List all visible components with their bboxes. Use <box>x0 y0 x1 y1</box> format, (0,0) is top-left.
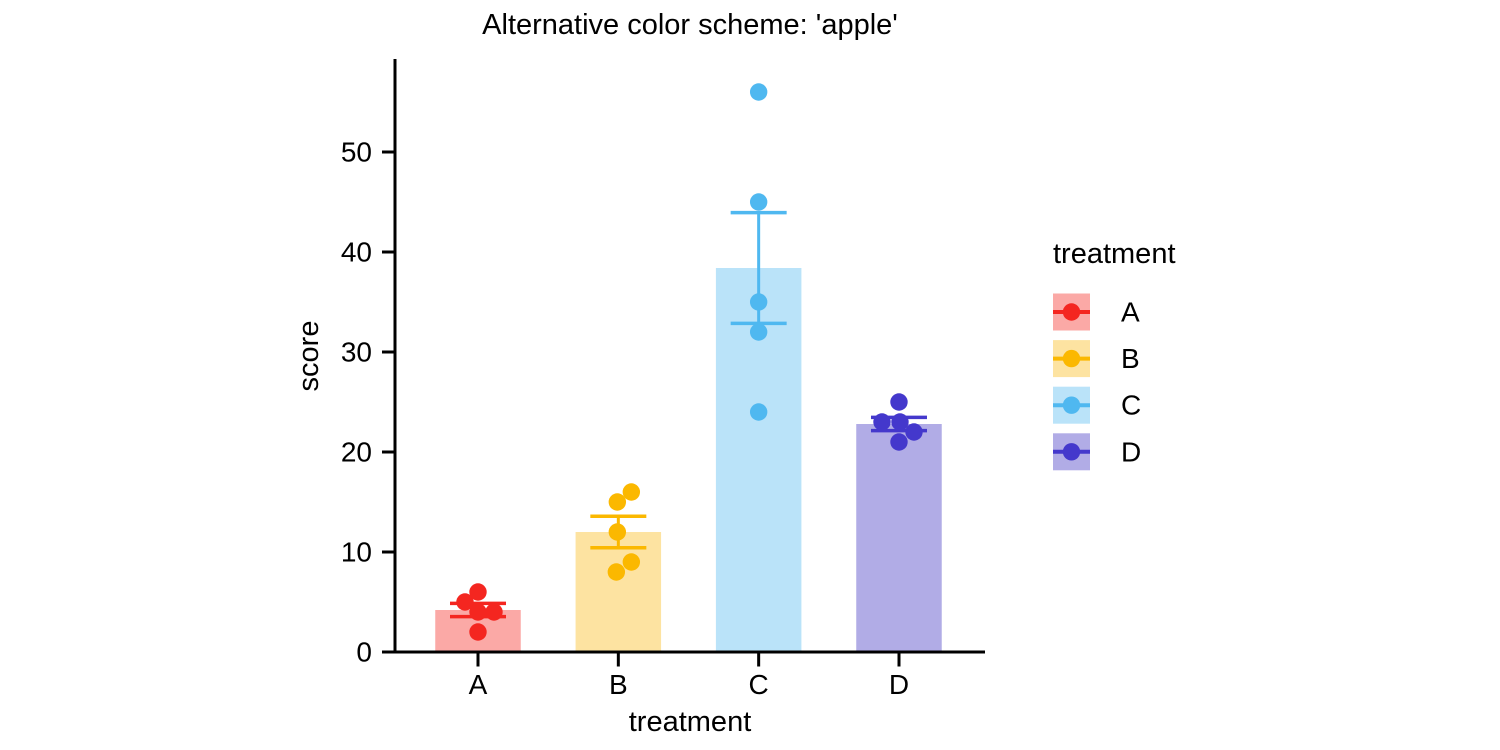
data-point-D <box>890 433 908 451</box>
data-point-B <box>622 483 641 501</box>
legend-key-point-B <box>1062 349 1081 368</box>
data-point-A <box>456 593 474 611</box>
data-point-B <box>607 563 626 581</box>
data-point-D <box>905 423 923 441</box>
x-tick-label: A <box>469 669 488 700</box>
data-point-A <box>469 603 487 621</box>
bars-layer <box>435 268 942 652</box>
legend-label-D: D <box>1121 436 1141 467</box>
x-tick-label: C <box>749 669 769 700</box>
data-point-C <box>749 83 768 101</box>
data-point-C <box>749 193 768 211</box>
legend-label-A: A <box>1121 297 1140 328</box>
data-point-D <box>873 413 891 431</box>
legend-title: treatment <box>1053 238 1176 270</box>
data-point-D <box>890 393 908 411</box>
data-points-layer <box>456 83 923 641</box>
chart-title: Alternative color scheme: 'apple' <box>482 9 898 41</box>
y-tick-label: 40 <box>341 237 372 268</box>
error-bars-layer <box>450 210 927 619</box>
data-point-B <box>608 523 627 541</box>
y-tick-label: 20 <box>341 437 372 468</box>
y-tick-label: 0 <box>356 637 372 668</box>
axes-layer: 0 10 20 30 40 50 A B C D <box>341 59 985 700</box>
data-point-C <box>749 293 768 311</box>
legend-key-point-D <box>1062 443 1081 461</box>
mean-bar-D <box>856 424 942 652</box>
data-point-B <box>622 553 641 571</box>
legend-key-point-C <box>1062 396 1081 414</box>
y-tick-label: 30 <box>341 337 372 368</box>
data-point-D <box>891 413 909 431</box>
data-point-B <box>608 493 627 511</box>
x-tick-label: B <box>609 669 628 700</box>
legend-label-C: C <box>1121 390 1141 421</box>
y-tick-label: 50 <box>341 137 372 168</box>
data-point-A <box>485 603 503 621</box>
y-axis-label: score <box>293 321 325 392</box>
mean-bar-B <box>575 532 662 652</box>
data-point-C <box>749 403 768 421</box>
legend-key-point-A <box>1062 303 1081 321</box>
data-point-A <box>469 583 487 601</box>
x-axis-label: treatment <box>629 706 752 738</box>
y-tick-label: 10 <box>341 537 372 568</box>
data-point-C <box>749 323 768 341</box>
data-point-A <box>469 623 487 641</box>
legend-label-B: B <box>1121 343 1140 374</box>
x-tick-label: D <box>889 669 909 700</box>
